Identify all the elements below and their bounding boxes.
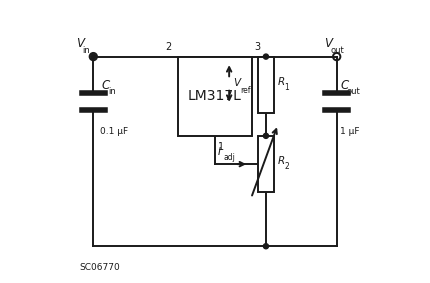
Text: 1 μF: 1 μF (340, 127, 359, 136)
Circle shape (264, 54, 268, 59)
Text: I: I (218, 147, 221, 157)
Text: V: V (77, 37, 84, 50)
Text: SC06770: SC06770 (79, 263, 120, 272)
Bar (178, 57, 252, 136)
Circle shape (91, 54, 96, 59)
Text: out: out (346, 87, 360, 96)
Bar (258, 57, 274, 113)
Text: in: in (108, 87, 116, 96)
Text: C: C (340, 79, 348, 92)
Text: R: R (278, 156, 285, 166)
Text: R: R (278, 77, 285, 87)
Circle shape (264, 244, 268, 249)
Text: V: V (324, 37, 332, 50)
Text: 1: 1 (218, 142, 224, 151)
Text: 2: 2 (285, 162, 289, 171)
Text: C: C (102, 79, 110, 92)
Text: 1: 1 (285, 83, 289, 92)
Text: in: in (83, 46, 90, 55)
Text: ref: ref (240, 86, 250, 95)
Text: 0.1 μF: 0.1 μF (100, 127, 129, 136)
Text: V: V (233, 78, 240, 89)
Text: 3: 3 (254, 42, 260, 52)
Text: out: out (330, 46, 344, 55)
Text: LM317L: LM317L (188, 89, 242, 103)
Circle shape (264, 133, 268, 138)
Text: adj: adj (224, 153, 235, 162)
Text: 2: 2 (165, 42, 171, 52)
Bar (258, 136, 274, 192)
